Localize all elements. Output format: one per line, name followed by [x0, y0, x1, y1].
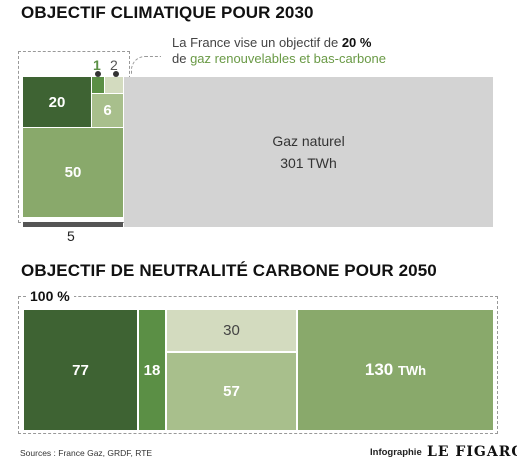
pointer-dot-2 [113, 71, 119, 77]
pointer-dot-1 [95, 71, 101, 77]
box-2030-2 [105, 77, 123, 93]
box-2050-18: 18 [139, 310, 165, 430]
label-2030-1: 1 [93, 57, 101, 73]
box-2030-20: 20 [23, 77, 91, 127]
box-2030-1 [92, 77, 104, 93]
label-2030-2: 2 [110, 57, 118, 73]
box-2050-77: 77 [24, 310, 137, 430]
label-2030-5: 5 [67, 228, 75, 244]
gaz-naturel-label: Gaz naturel [272, 133, 345, 149]
box-2030-5 [23, 222, 123, 227]
box-2030-6: 6 [92, 94, 123, 127]
chart1-title: OBJECTIF CLIMATIQUE POUR 2030 [21, 3, 314, 22]
credit: Infographie [370, 447, 422, 458]
chart2-title: OBJECTIF DE NEUTRALITÉ CARBONE POUR 2050 [21, 261, 437, 280]
sources: Sources : France Gaz, GRDF, RTE [20, 448, 153, 458]
box-gaz-naturel: Gaz naturel 301 TWh [124, 77, 493, 227]
note-connector [131, 56, 161, 74]
gaz-naturel-value: 301 TWh [280, 155, 337, 171]
le-figaro-logo: LE FIGARO [427, 444, 517, 460]
chart1-note: La France vise un objectif de 20 % de ga… [172, 35, 386, 66]
box-2050-57: 57 [167, 353, 296, 430]
total-label: 100 % [26, 288, 74, 304]
box-2050-30: 30 [167, 310, 296, 351]
box-2050-130: 130 TWh [298, 310, 493, 430]
box-2030-50: 50 [23, 128, 123, 217]
total-outline [18, 296, 498, 434]
